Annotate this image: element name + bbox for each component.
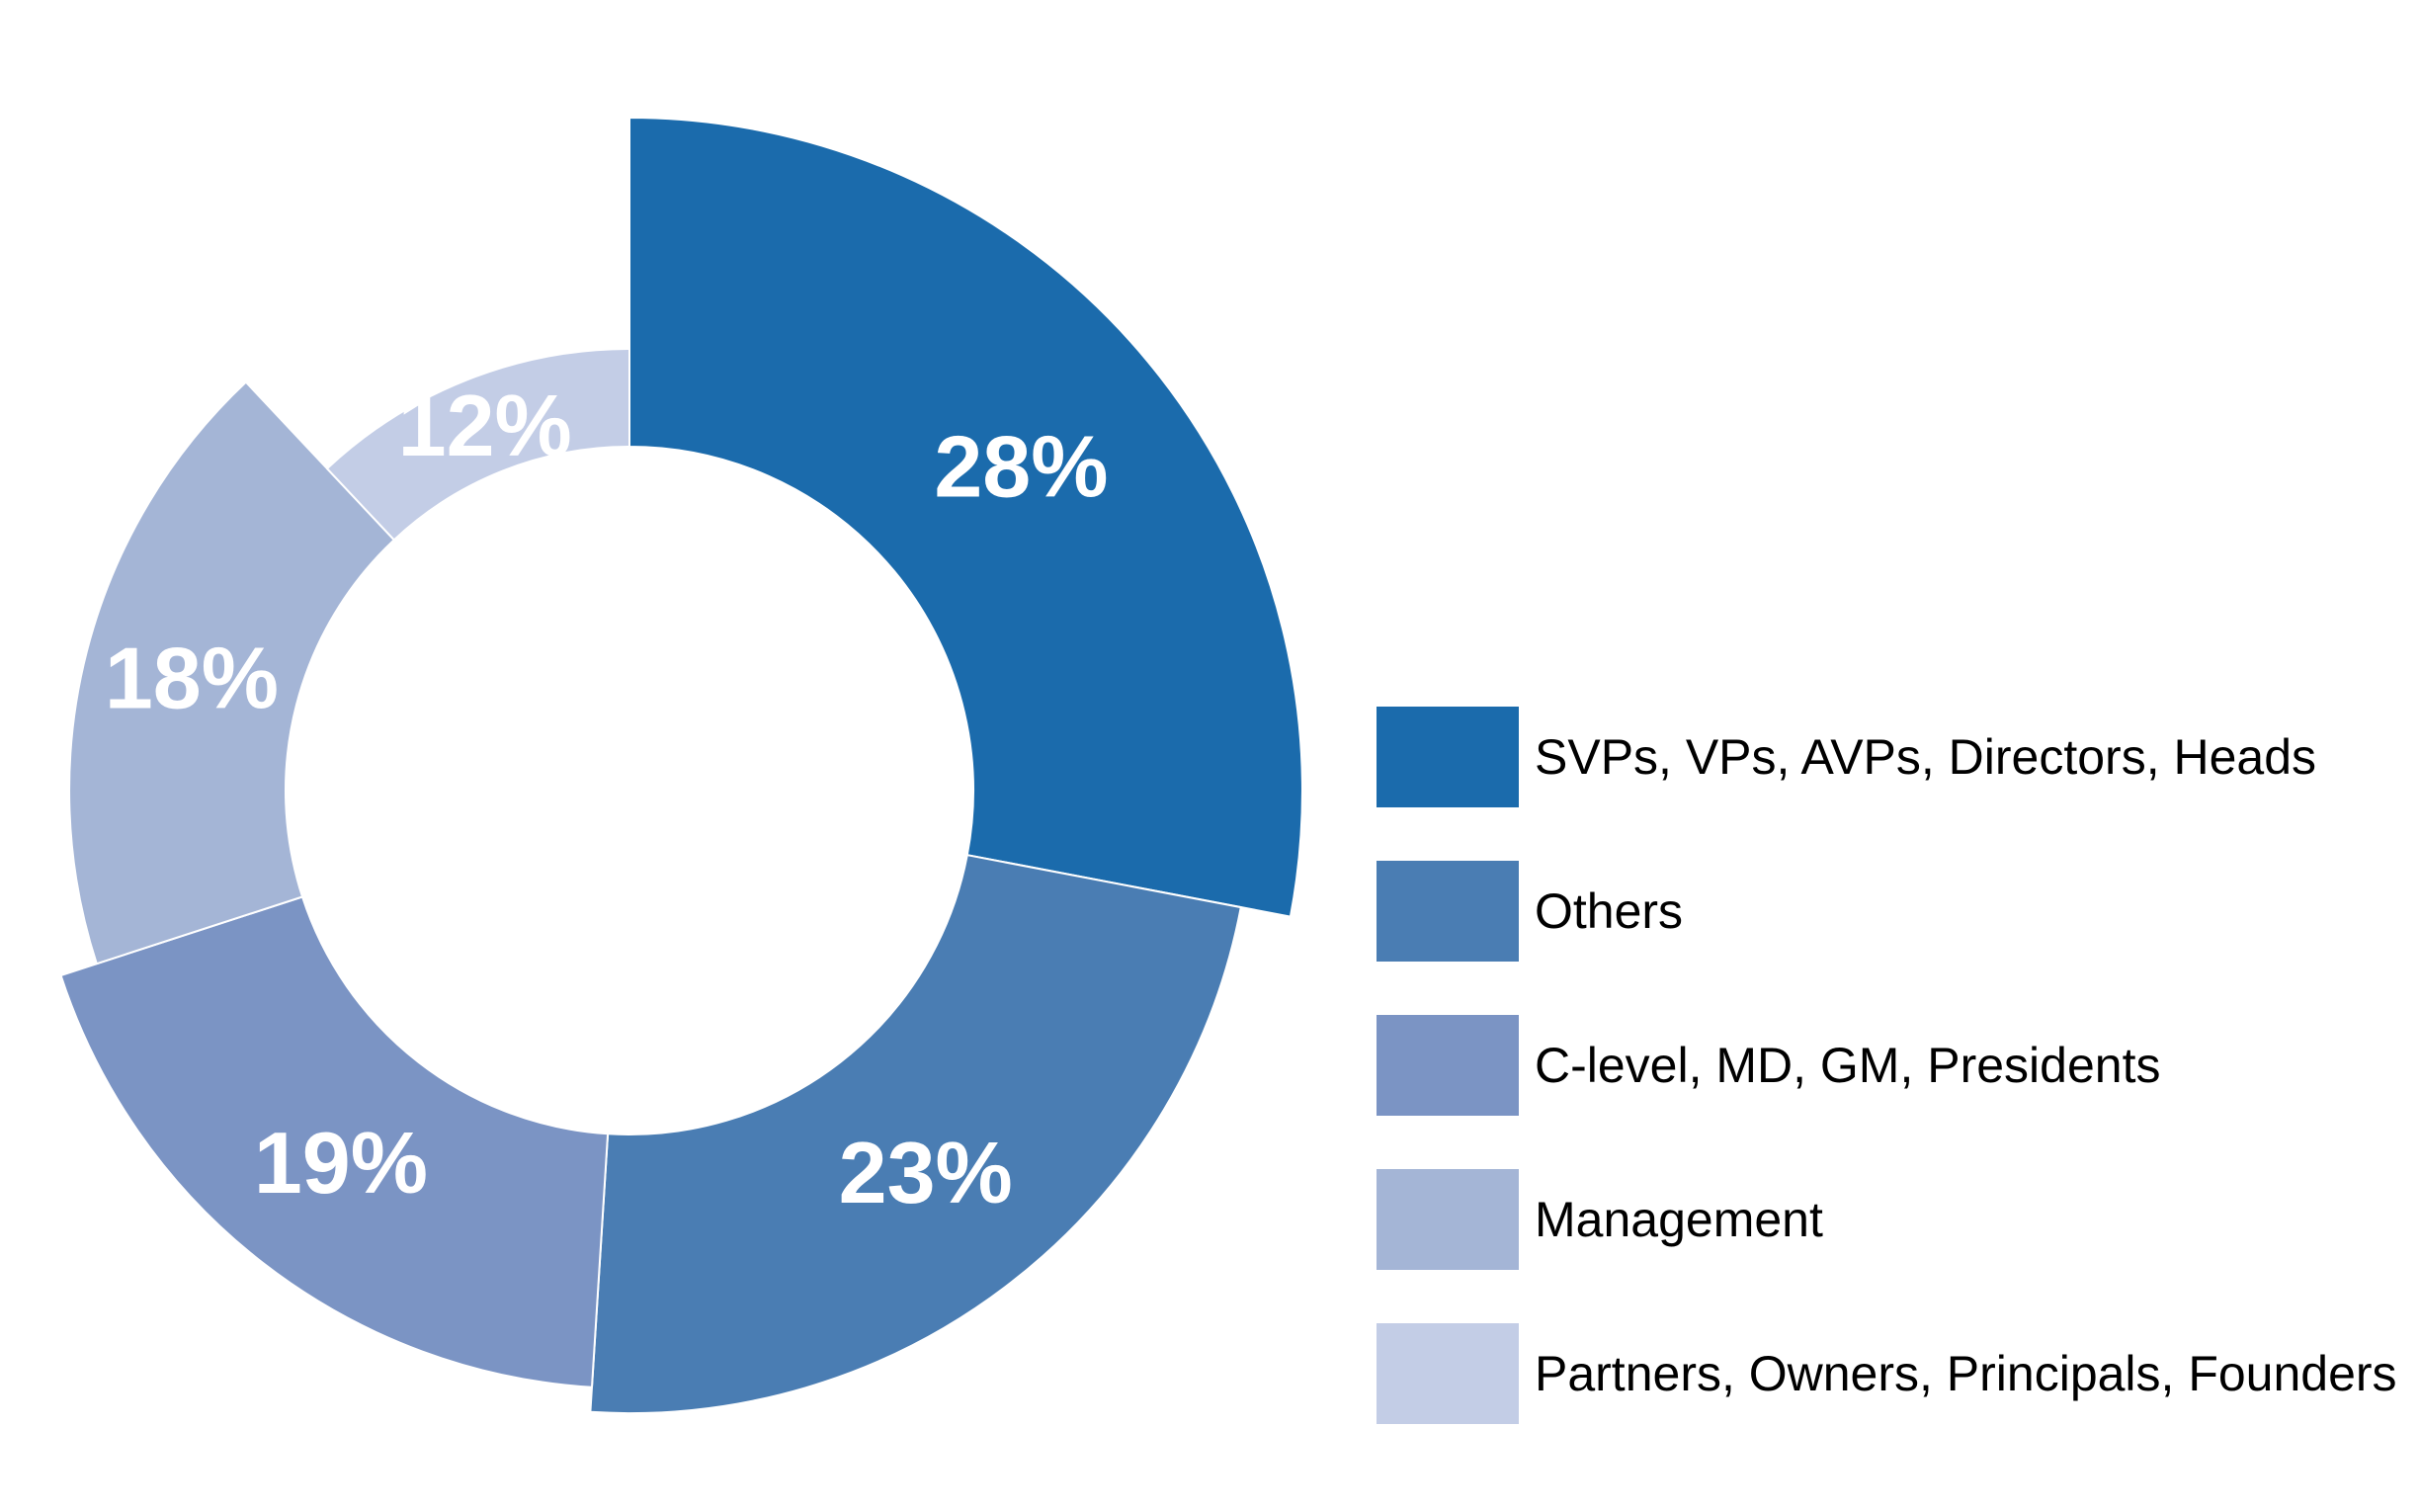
legend-swatch: [1377, 1015, 1519, 1116]
legend-item: Partners, Owners, Principals, Founders: [1377, 1323, 2397, 1424]
legend: SVPs, VPs, AVPs, Directors, Heads Others…: [1377, 707, 2397, 1424]
legend-item: SVPs, VPs, AVPs, Directors, Heads: [1377, 707, 2397, 807]
pie-slice-3: [59, 895, 610, 1388]
legend-label: Management: [1535, 1191, 1823, 1247]
slice-value-label: 12%: [398, 377, 572, 474]
legend-swatch: [1377, 707, 1519, 807]
legend-item: Others: [1377, 861, 2397, 962]
pie-slice-2: [589, 854, 1242, 1415]
legend-swatch: [1377, 1323, 1519, 1424]
slice-value-label: 23%: [839, 1124, 1013, 1221]
legend-item: C-level, MD, GM, Presidents: [1377, 1015, 2397, 1116]
slice-value-label: 18%: [105, 630, 279, 727]
legend-item: Management: [1377, 1169, 2397, 1270]
legend-swatch: [1377, 1169, 1519, 1270]
pie-slice-5: [326, 348, 630, 542]
legend-label: Partners, Owners, Principals, Founders: [1535, 1345, 2397, 1401]
legend-swatch: [1377, 861, 1519, 962]
legend-label: SVPs, VPs, AVPs, Directors, Heads: [1535, 728, 2317, 785]
slice-value-label: 28%: [934, 418, 1108, 516]
pie-slice-4: [68, 380, 395, 966]
legend-label: Others: [1535, 882, 1684, 939]
slice-value-label: 19%: [254, 1114, 428, 1212]
pie-slice-1: [628, 117, 1303, 918]
legend-label: C-level, MD, GM, Presidents: [1535, 1037, 2161, 1093]
